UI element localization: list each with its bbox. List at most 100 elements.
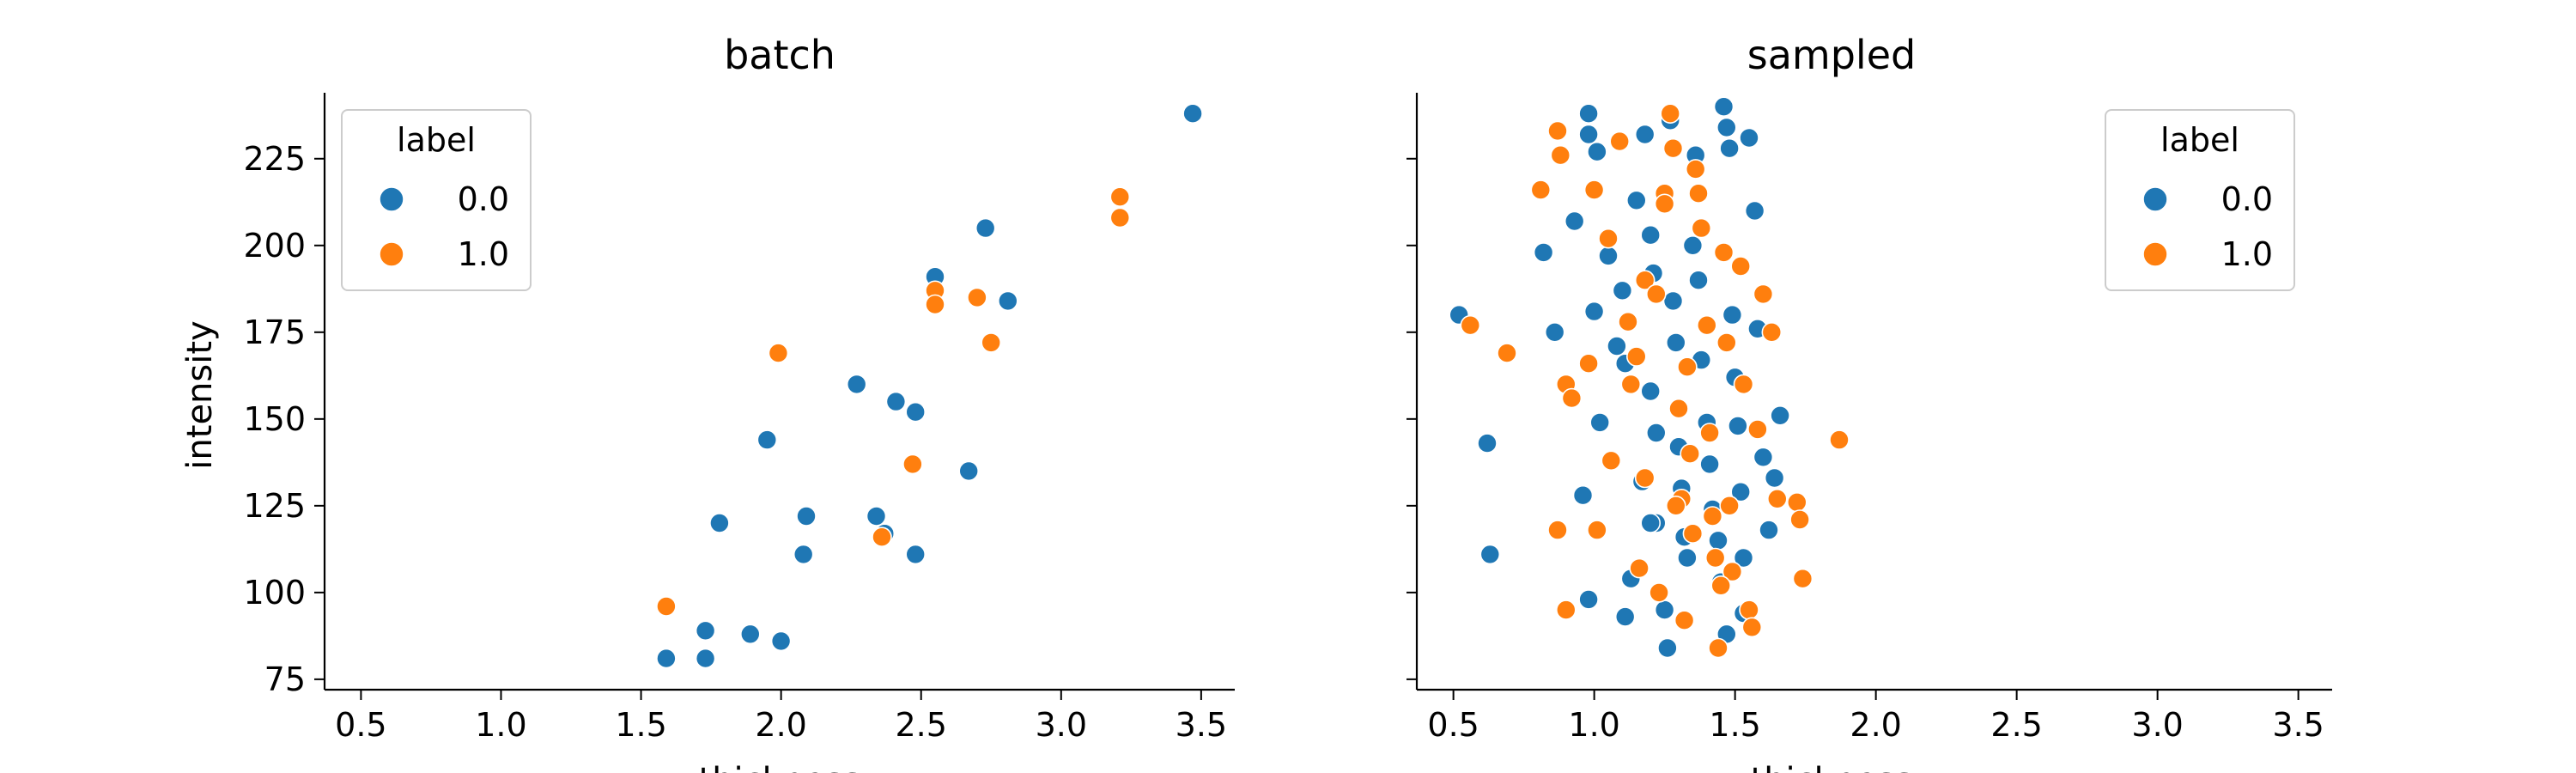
x-tick-label: 2.0	[1850, 706, 1901, 744]
point-label-1-0	[656, 596, 677, 617]
legend-title: label	[397, 121, 476, 159]
point-label-1-0	[1697, 314, 1717, 336]
point-label-0-0	[1614, 606, 1636, 627]
point-label-0-0	[1759, 520, 1779, 540]
point-label-0-0	[905, 401, 926, 423]
point-label-0-0	[1612, 280, 1633, 301]
y-tick-label: 175	[243, 313, 306, 351]
point-label-0-0	[1578, 103, 1599, 124]
point-label-0-0	[1677, 547, 1698, 569]
point-label-1-0	[967, 287, 987, 308]
point-label-0-0	[1533, 242, 1554, 263]
point-label-0-0	[1770, 405, 1790, 426]
point-label-0-0	[756, 429, 778, 450]
point-label-0-0	[975, 217, 996, 239]
point-label-1-0	[981, 332, 1001, 353]
x-tick-label: 0.5	[335, 706, 386, 744]
point-label-0-0	[1607, 336, 1627, 356]
point-label-1-0	[1688, 183, 1709, 204]
point-label-0-0	[1634, 124, 1656, 145]
point-label-1-0	[1685, 159, 1706, 180]
legend-title: label	[2160, 121, 2239, 159]
point-label-1-0	[1109, 207, 1131, 228]
point-label-0-0	[1182, 103, 1203, 124]
legend-marker	[379, 186, 404, 212]
x-tick-label: 3.0	[2131, 706, 2183, 744]
y-tick-label: 100	[243, 574, 306, 612]
point-label-0-0	[1583, 301, 1605, 322]
point-label-1-0	[872, 526, 892, 548]
point-label-1-0	[1634, 270, 1656, 291]
point-label-0-0	[1587, 141, 1607, 162]
x-tick-label: 1.0	[1568, 706, 1619, 744]
point-label-1-0	[1629, 557, 1649, 579]
point-label-0-0	[1640, 513, 1661, 533]
point-label-1-0	[1792, 568, 1814, 589]
point-label-1-0	[1550, 144, 1571, 166]
point-label-0-0	[1640, 380, 1661, 402]
point-label-1-0	[1556, 600, 1577, 620]
point-label-0-0	[695, 620, 716, 642]
point-label-1-0	[1730, 256, 1751, 277]
point-label-0-0	[656, 648, 677, 669]
point-label-1-0	[1682, 523, 1704, 545]
point-label-1-0	[1713, 242, 1735, 263]
y-tick-label: 125	[243, 487, 306, 525]
point-label-0-0	[846, 374, 867, 395]
point-label-1-0	[1722, 561, 1743, 582]
point-label-0-0	[1589, 412, 1610, 433]
point-label-0-0	[1572, 484, 1594, 506]
point-label-0-0	[1626, 190, 1647, 211]
point-label-0-0	[1662, 290, 1684, 312]
point-label-1-0	[1716, 332, 1737, 353]
point-label-1-0	[1787, 491, 1807, 513]
point-label-1-0	[1668, 398, 1689, 419]
point-label-0-0	[796, 506, 817, 526]
point-label-1-0	[1747, 419, 1768, 440]
x-tick-label: 2.5	[1990, 706, 2042, 744]
point-label-1-0	[1460, 314, 1481, 336]
legend: label 0.0 1.0	[2105, 109, 2295, 291]
y-tick-label: 200	[243, 227, 306, 265]
point-label-0-0	[1657, 637, 1678, 659]
point-label-0-0	[793, 544, 814, 565]
point-label-0-0	[1753, 447, 1774, 468]
point-label-1-0	[1618, 311, 1638, 332]
point-label-1-0	[1691, 217, 1712, 239]
point-label-1-0	[1761, 321, 1783, 343]
point-label-0-0	[1708, 530, 1728, 551]
point-label-1-0	[1753, 283, 1774, 305]
point-label-1-0	[1662, 137, 1684, 159]
point-label-1-0	[1598, 228, 1619, 249]
point-label-0-0	[770, 630, 792, 652]
point-label-1-0	[1654, 193, 1675, 215]
point-label-1-0	[1601, 450, 1622, 472]
point-label-0-0	[1744, 200, 1765, 222]
point-label-0-0	[739, 624, 761, 645]
point-label-0-0	[998, 290, 1018, 312]
legend-entry: 0.0	[458, 180, 509, 218]
point-label-1-0	[1666, 495, 1686, 516]
point-label-1-0	[1578, 353, 1599, 374]
point-label-1-0	[1530, 180, 1552, 200]
point-label-0-0	[1688, 270, 1709, 291]
point-label-0-0	[1479, 544, 1501, 565]
point-label-0-0	[695, 648, 716, 669]
point-label-1-0	[1739, 600, 1759, 620]
point-label-1-0	[1561, 387, 1583, 409]
point-label-0-0	[1666, 332, 1686, 353]
x-tick-label: 1.0	[475, 706, 526, 744]
point-label-0-0	[1544, 321, 1565, 343]
legend-marker	[2142, 186, 2168, 212]
point-label-0-0	[1719, 137, 1740, 159]
point-label-1-0	[902, 453, 923, 475]
x-tick-label: 0.5	[1427, 706, 1479, 744]
x-tick-label: 3.5	[1176, 706, 1227, 744]
point-label-1-0	[1708, 637, 1728, 659]
x-tick-label: 1.5	[615, 706, 666, 744]
point-label-0-0	[1598, 246, 1619, 266]
point-label-1-0	[1626, 346, 1647, 367]
point-label-0-0	[1640, 224, 1661, 246]
point-label-1-0	[1674, 610, 1695, 631]
